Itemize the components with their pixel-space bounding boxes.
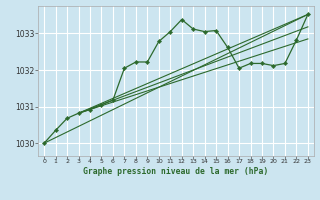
X-axis label: Graphe pression niveau de la mer (hPa): Graphe pression niveau de la mer (hPa) [84, 167, 268, 176]
